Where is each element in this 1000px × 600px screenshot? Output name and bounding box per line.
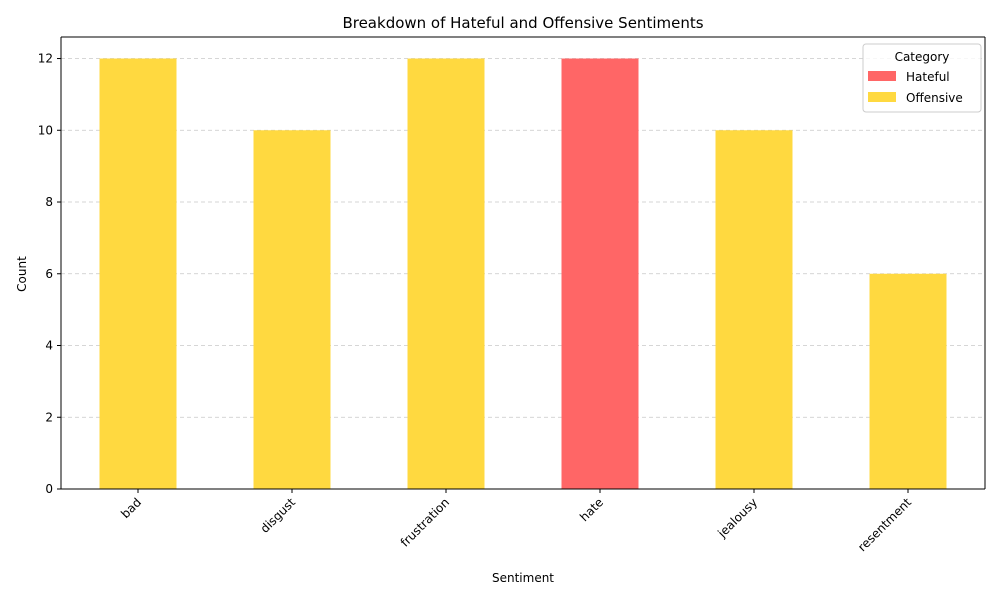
chart-title: Breakdown of Hateful and Offensive Senti…	[342, 14, 703, 32]
bars	[99, 58, 947, 490]
x-axis-title: Sentiment	[492, 571, 554, 585]
legend-label-hateful: Hateful	[906, 70, 950, 84]
legend-title: Category	[895, 50, 950, 64]
y-tick-label-12: 12	[38, 52, 53, 66]
bar-offensive-disgust	[253, 130, 331, 489]
bar-hateful-hate	[561, 58, 639, 490]
bar-offensive-bad	[99, 58, 177, 490]
legend: Category Hateful Offensive	[862, 43, 982, 113]
bar-offensive-frustration	[407, 58, 485, 490]
bar-offensive-resentment	[869, 273, 947, 489]
gridlines	[61, 58, 985, 418]
y-axis-title: Count	[15, 256, 29, 292]
y-tick-label-8: 8	[45, 195, 53, 209]
y-tick-label-4: 4	[45, 339, 53, 353]
legend-label-offensive: Offensive	[906, 91, 963, 105]
bar-offensive-jealousy	[715, 130, 793, 489]
y-tick-label-6: 6	[45, 267, 53, 281]
y-tick-label-2: 2	[45, 410, 53, 424]
axes	[57, 36, 986, 493]
y-tick-label-10: 10	[38, 123, 53, 137]
legend-swatch-offensive	[868, 92, 896, 102]
y-tick-label-0: 0	[45, 482, 53, 496]
legend-swatch-hateful	[868, 71, 896, 81]
